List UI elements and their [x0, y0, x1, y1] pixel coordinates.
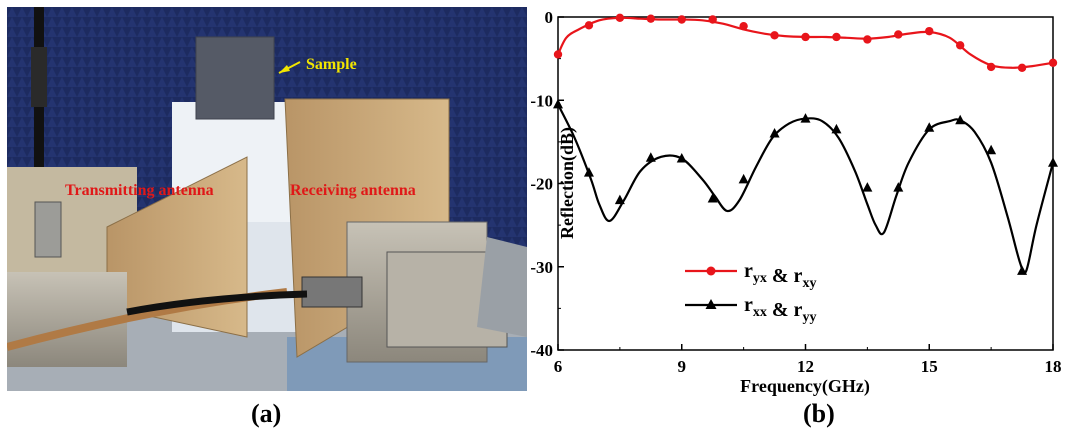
series-point-circle — [832, 32, 841, 42]
black-cable — [126, 290, 308, 316]
series-point-triangle — [862, 182, 873, 192]
series-point-triangle — [986, 144, 997, 155]
x-tick-label: 9 — [678, 357, 687, 376]
sample-label: Sample — [306, 56, 357, 73]
x-tick-label: 12 — [797, 357, 814, 376]
receiving-connector — [301, 276, 363, 308]
axis-ticks: 6 9 12 15 18 0 -10 -20 -30 -40 — [530, 8, 1061, 376]
series-point-triangle — [1017, 265, 1028, 275]
legend-text-part: & r — [767, 299, 803, 321]
series-point-triangle — [583, 167, 594, 177]
series-point-triangle — [1048, 157, 1058, 167]
legend-text-part: r — [744, 294, 753, 316]
y-tick-label: 0 — [545, 8, 554, 27]
measurement-setup-photo: Sample Transmitting antenna Receiving an… — [7, 7, 527, 391]
x-tick-label: 15 — [921, 357, 938, 376]
legend-subscript: yx — [753, 271, 767, 286]
y-tick-label: -10 — [530, 91, 553, 110]
series-point-circle — [615, 13, 625, 23]
caption-b: (b) — [803, 399, 835, 428]
sma-connector — [34, 201, 62, 258]
series-point-circle — [925, 26, 934, 36]
legend-subscript: xy — [802, 276, 816, 291]
series-point-circle — [739, 21, 748, 31]
series-point-triangle — [553, 98, 563, 109]
sample-plate — [195, 36, 275, 120]
receiving-label: Receiving antenna — [290, 182, 416, 199]
series-point-triangle — [893, 182, 904, 192]
series-markers — [553, 13, 1058, 275]
series-point-circle — [553, 50, 563, 59]
transmitting-label: Transmitting antenna — [65, 182, 214, 199]
series-point-circle — [770, 31, 779, 40]
series-point-circle — [584, 21, 594, 30]
series-point-circle — [894, 30, 903, 39]
series-line-1 — [557, 103, 1055, 275]
series-point-triangle — [769, 128, 780, 138]
series-point-circle — [1048, 58, 1058, 67]
legend-label-1: rxx & ryy — [744, 294, 816, 325]
series-point-triangle — [924, 122, 935, 132]
x-axis-title: Frequency(GHz) — [740, 376, 870, 397]
legend-marker-triangle — [705, 299, 717, 309]
reflection-chart: 6 9 12 15 18 0 -10 -20 -30 -40 Frequency(GHz) Ref… — [530, 8, 1061, 397]
legend-marker-circle — [706, 266, 716, 276]
legend-text-part: r — [744, 260, 753, 282]
series-point-triangle — [614, 194, 625, 205]
x-tick-label: 6 — [554, 357, 563, 376]
series-point-circle — [646, 14, 656, 23]
y-tick-label: -20 — [530, 175, 553, 194]
legend-subscript: yy — [802, 310, 816, 325]
y-tick-label: -30 — [530, 258, 553, 277]
cable-connector-upper — [31, 47, 47, 107]
series-point-triangle — [800, 113, 811, 123]
series-point-triangle — [738, 173, 749, 184]
series-point-circle — [986, 62, 996, 72]
support-stand — [477, 237, 527, 337]
coax-cable-vertical — [34, 7, 44, 217]
series-point-triangle — [955, 114, 966, 125]
x-tick-label: 18 — [1045, 357, 1062, 376]
caption-a: (a) — [251, 399, 282, 428]
series-point-circle — [955, 41, 965, 50]
series-point-circle — [708, 15, 717, 24]
series-point-triangle — [831, 123, 842, 134]
sample-arrowhead — [279, 65, 290, 73]
legend-label-0: ryx & rxy — [744, 260, 816, 291]
series-point-circle — [863, 35, 872, 44]
series-point-circle — [801, 32, 810, 42]
series-point-triangle — [707, 192, 718, 203]
legend-subscript: xx — [753, 305, 767, 320]
series-point-circle — [677, 15, 686, 24]
y-tick-label: -40 — [530, 341, 553, 360]
photo-illustration: Sample Transmitting antenna Receiving an… — [7, 7, 527, 391]
series-point-triangle — [645, 152, 656, 162]
series-point-triangle — [676, 153, 687, 163]
series-point-circle — [1017, 63, 1027, 72]
legend-text-part: & r — [767, 265, 803, 287]
y-axis-title: Reflection(dB) — [557, 127, 578, 239]
